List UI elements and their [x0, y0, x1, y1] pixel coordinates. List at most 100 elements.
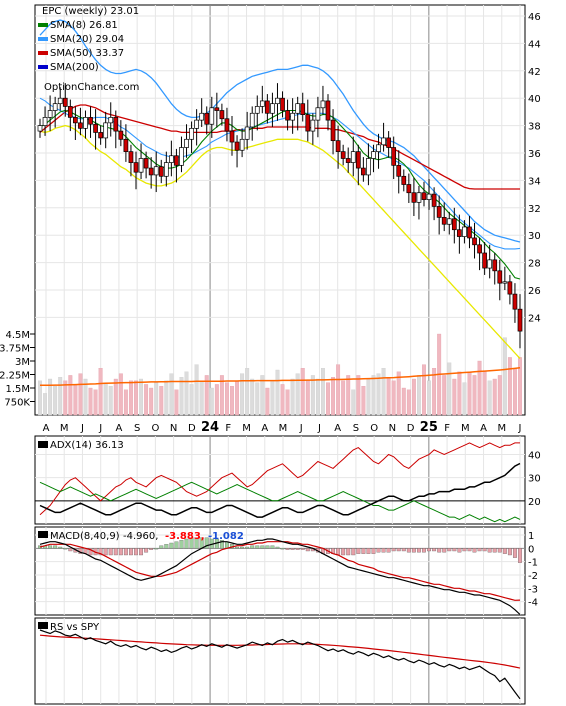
legend-swatch: [38, 37, 48, 41]
candle-body: [451, 218, 457, 231]
price-tick-label: 32: [528, 204, 541, 215]
candle-body: [88, 117, 93, 125]
macd-hist-bar: [376, 548, 381, 553]
price-tick-label: 42: [528, 67, 541, 78]
candle-body: [138, 158, 144, 173]
price-tick-label: 46: [528, 12, 541, 23]
volume-bars: [38, 333, 522, 416]
macd-hist-bar: [366, 548, 371, 554]
macd-hist-bar: [58, 546, 63, 549]
candle-body: [265, 100, 270, 114]
volume-bar: [472, 375, 477, 416]
candle-body: [421, 192, 427, 200]
month-label: J: [80, 423, 84, 434]
volume-average-line: [40, 367, 521, 387]
candle-body: [83, 117, 88, 129]
sma50-line: [39, 104, 520, 190]
month-label: N: [170, 423, 177, 434]
volume-bar: [280, 384, 285, 416]
macd-hist-bar: [123, 548, 128, 556]
volume-bar: [149, 387, 154, 416]
macd-hist-bar: [250, 545, 255, 549]
volume-bar: [361, 386, 366, 416]
volume-bar: [235, 380, 240, 416]
macd-hist-bar: [88, 548, 93, 556]
macd-hist-bar: [356, 548, 361, 554]
candle-body: [441, 217, 447, 225]
volume-bar: [169, 373, 174, 416]
month-label: M: [497, 423, 506, 434]
month-label: F: [444, 423, 450, 434]
volume-bar: [214, 384, 219, 416]
candle-body: [305, 114, 311, 132]
price-tick-label: 24: [528, 313, 541, 324]
volume-bar: [376, 373, 381, 416]
candle-body: [396, 164, 402, 177]
volume-bar: [427, 380, 432, 416]
volume-tick-label: 750K: [4, 398, 30, 409]
volume-bar: [290, 378, 295, 416]
macd-panel: -4-3-2-101 MACD(8,40,9) -4.960, -3.883, …: [34, 526, 538, 616]
macd-hist-bar: [427, 548, 432, 552]
macd-hist-bar: [346, 548, 351, 556]
volume-bar: [457, 371, 462, 416]
volume-bar: [356, 375, 361, 416]
macd-hist-bar: [422, 548, 426, 553]
volume-bar: [467, 371, 472, 416]
month-label: N: [389, 423, 396, 434]
macd-hist-bar: [134, 548, 138, 556]
macd-hist-bar: [295, 548, 300, 550]
plus-di-line: [39, 481, 521, 523]
candle-body: [249, 112, 255, 128]
volume-tick-label: 3M: [15, 357, 30, 368]
macd-hist-bar: [502, 548, 507, 554]
candle-body: [67, 106, 73, 118]
month-label: A: [43, 423, 50, 434]
candle-body: [361, 167, 366, 176]
candle-body: [179, 147, 184, 166]
macd-hist-bar: [351, 548, 356, 556]
month-label: M: [279, 423, 288, 434]
macd-hist-bar: [482, 548, 487, 552]
macd-hist-bar: [487, 548, 492, 553]
volume-bar: [416, 375, 421, 416]
volume-bar: [391, 380, 396, 416]
month-label: O: [151, 423, 159, 434]
volume-bar: [411, 378, 416, 416]
macd-hist-bar: [235, 546, 240, 549]
volume-bar: [487, 380, 492, 416]
month-label: S: [134, 423, 140, 434]
volume-bar: [497, 375, 502, 416]
volume-bar: [118, 373, 123, 416]
volume-bar: [275, 369, 280, 416]
month-label: J: [317, 423, 321, 434]
volume-bar: [159, 386, 164, 416]
candle-body: [239, 138, 245, 151]
macd-hist-bar: [492, 548, 497, 553]
macd-hist-bar: [406, 548, 411, 553]
price-tick-label: 28: [528, 259, 541, 270]
candle-body: [482, 252, 487, 269]
candle-body: [42, 117, 48, 126]
volume-tick-label: 2.25M: [0, 371, 30, 382]
volume-bar: [224, 382, 229, 416]
adx-tick-label: 30: [528, 474, 541, 485]
volume-bar: [442, 375, 447, 416]
volume-bar: [518, 357, 522, 416]
volume-bar: [507, 357, 512, 416]
macd-hist-bar: [48, 545, 53, 549]
month-label: D: [188, 423, 196, 434]
macd-hist-bar: [270, 545, 275, 549]
candle-body: [37, 125, 43, 132]
volume-bar: [260, 375, 265, 416]
macd-tick-label: -2: [528, 571, 538, 582]
price-tick-label: 44: [528, 39, 541, 50]
candle-body: [315, 107, 321, 121]
volume-bar: [422, 364, 426, 416]
macd-hist-bar: [300, 548, 305, 550]
volume-bar: [305, 380, 310, 416]
volume-bar: [386, 377, 391, 416]
price-tick-label: 36: [528, 149, 541, 160]
macd-hist-bar: [442, 548, 447, 553]
macd-hist-bar: [219, 540, 224, 549]
